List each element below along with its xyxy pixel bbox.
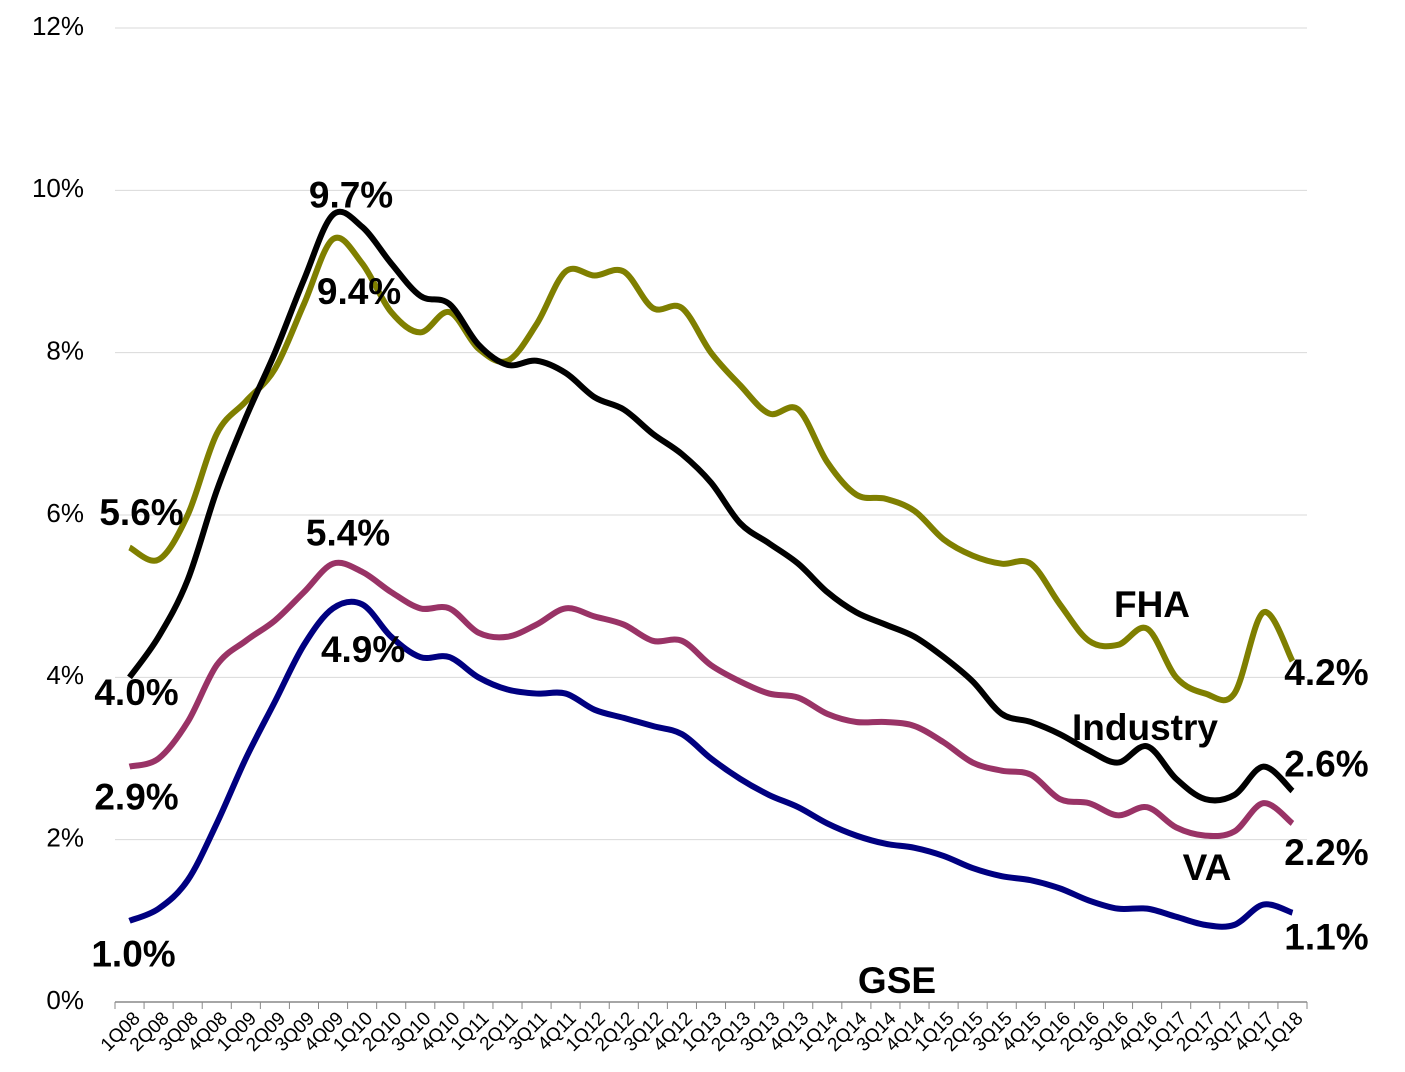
line-series <box>128 598 1294 930</box>
series-label: Industry <box>1072 707 1218 748</box>
y-tick-label: 12% <box>32 11 84 41</box>
y-tick-label: 0% <box>46 985 84 1015</box>
data-label: 2.9% <box>94 776 178 817</box>
y-tick-label: 10% <box>32 173 84 203</box>
data-label: 9.4% <box>317 271 401 312</box>
series-label: FHA <box>1114 584 1190 625</box>
y-tick-label: 8% <box>46 336 84 366</box>
y-tick-label: 4% <box>46 660 84 690</box>
data-label: 2.2% <box>1284 832 1368 873</box>
data-label: 5.4% <box>306 512 390 553</box>
data-label: 1.0% <box>91 934 175 975</box>
y-tick-label: 6% <box>46 498 84 528</box>
series-label: GSE <box>858 960 936 1001</box>
data-label: 4.2% <box>1284 652 1368 693</box>
line-series <box>127 208 1295 804</box>
series-label: VA <box>1183 847 1232 888</box>
data-label: 9.7% <box>309 174 393 215</box>
y-tick-label: 2% <box>46 823 84 853</box>
line-series <box>128 234 1296 704</box>
data-label: 5.6% <box>99 492 183 533</box>
data-label: 4.0% <box>94 672 178 713</box>
line-series <box>128 559 1295 840</box>
data-label: 1.1% <box>1284 916 1368 957</box>
data-label: 4.9% <box>321 629 405 670</box>
data-label: 2.6% <box>1284 744 1368 785</box>
